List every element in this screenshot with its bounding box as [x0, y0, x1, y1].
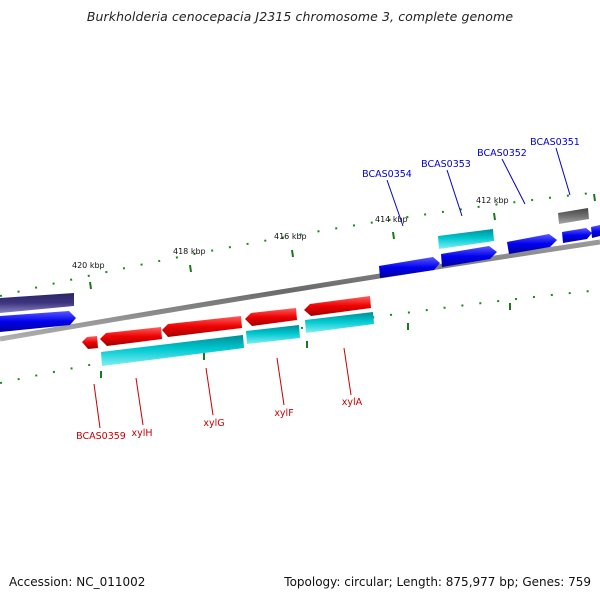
- gene-xylH[interactable]: [100, 327, 162, 346]
- gene-cyan-2[interactable]: [246, 325, 300, 344]
- label-xylF[interactable]: xylF: [274, 408, 293, 419]
- outer-ruler: [0, 191, 600, 297]
- gene-cyan-3[interactable]: [305, 312, 374, 333]
- tick-414kbp: [392, 231, 395, 240]
- inner-ruler-track: [0, 289, 600, 384]
- gene-bcas0352[interactable]: [507, 234, 557, 254]
- tick-420kbp: [89, 281, 92, 290]
- leader-xylF: [276, 357, 285, 406]
- topology-text: Topology: circular; Length: 875,977 bp; …: [284, 575, 591, 589]
- leader-bcas0352: [501, 158, 526, 205]
- gene-bcas0354[interactable]: [379, 257, 440, 278]
- label-xylG[interactable]: xylG: [203, 418, 224, 429]
- gene-purple-left[interactable]: [0, 293, 74, 313]
- gene-bcas0353[interactable]: [441, 246, 497, 267]
- gene-blue-right-edge[interactable]: [591, 225, 600, 238]
- leader-bcas0351: [555, 147, 571, 196]
- outer-ruler-track: [0, 191, 600, 297]
- genome-backbone: [0, 239, 600, 342]
- leader-bcas0354: [386, 179, 404, 227]
- label-bcas0351[interactable]: BCAS0351: [530, 137, 580, 148]
- gene-blue-left[interactable]: [0, 311, 76, 332]
- leader-xylH: [135, 377, 144, 426]
- kbp-label-416: 416 kbp: [274, 232, 307, 241]
- leader-bcas0353: [446, 169, 463, 217]
- label-xylA[interactable]: xylA: [342, 397, 363, 408]
- tick-410kbp: [593, 193, 596, 202]
- label-bcas0352[interactable]: BCAS0352: [477, 148, 527, 159]
- inner-ruler: [0, 289, 600, 384]
- tick-416kbp: [291, 249, 294, 258]
- accession-text: Accession: NC_011002: [9, 575, 146, 589]
- label-xylH[interactable]: xylH: [131, 428, 152, 439]
- genome-title: Burkholderia cenocepacia J2315 chromosom…: [86, 9, 514, 24]
- gene-bcas0351[interactable]: [562, 228, 592, 243]
- leader-bcas0359: [93, 383, 101, 429]
- tick-412kbp: [493, 212, 496, 221]
- kbp-label-414: 414 kbp: [375, 215, 408, 224]
- tick-418kbp: [189, 264, 192, 273]
- leader-xylG: [205, 367, 214, 416]
- kbp-label-412: 412 kbp: [476, 196, 509, 205]
- label-bcas0359[interactable]: BCAS0359: [76, 431, 126, 442]
- gene-bcas0359[interactable]: [82, 336, 98, 349]
- gene-cyan-1[interactable]: [101, 335, 244, 366]
- gene-xylF[interactable]: [245, 308, 297, 326]
- gene-gray-top[interactable]: [558, 208, 589, 224]
- leader-xylA: [343, 347, 352, 396]
- label-bcas0354[interactable]: BCAS0354: [362, 169, 412, 180]
- label-bcas0353[interactable]: BCAS0353: [421, 159, 471, 170]
- gene-xylG[interactable]: [162, 316, 242, 337]
- kbp-label-420: 420 kbp: [72, 261, 105, 270]
- kbp-label-418: 418 kbp: [173, 247, 206, 256]
- gene-cyan-top[interactable]: [438, 229, 494, 249]
- gene-xylA[interactable]: [304, 296, 371, 316]
